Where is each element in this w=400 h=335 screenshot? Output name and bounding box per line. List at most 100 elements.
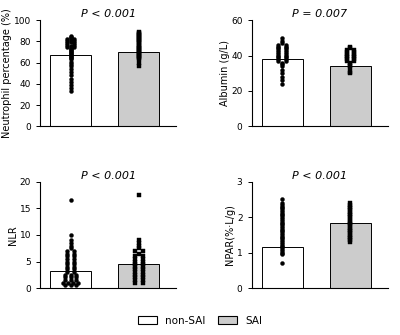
Point (136, 34, 142, 39)
Point (136, 29, 142, 35)
Point (275, 48, 282, 53)
Point (136, 50, 142, 56)
Point (71, 39, 78, 44)
Point (64, 248, 70, 254)
Point (279, 204, 286, 209)
Point (275, 55, 282, 60)
Point (279, 74, 286, 79)
Point (279, 35, 286, 41)
Point (351, 53, 358, 58)
Point (279, 67, 286, 72)
Point (68, 45, 74, 51)
Point (71, 256, 78, 262)
Point (64, 41, 70, 46)
Point (279, 247, 286, 252)
Point (140, 256, 146, 262)
Point (136, 30, 142, 36)
Point (283, 51, 289, 57)
Point (132, 269, 138, 275)
Point (68, 47, 74, 53)
Point (344, 51, 350, 57)
Point (351, 51, 358, 57)
Point (347, 230, 354, 236)
Point (347, 44, 354, 49)
Bar (330, 66, 371, 126)
Legend: non-SAI, SAI: non-SAI, SAI (134, 312, 266, 330)
Point (68, 243, 74, 248)
Point (64, 262, 70, 267)
Point (347, 214, 354, 220)
Point (279, 250, 286, 255)
Point (68, 61, 74, 66)
Bar (118, 52, 160, 126)
Point (351, 48, 358, 53)
Point (275, 51, 282, 57)
Point (64, 269, 70, 275)
Point (140, 267, 146, 272)
Point (68, 246, 74, 251)
Point (68, 66, 74, 72)
Point (71, 41, 78, 46)
Point (279, 209, 286, 214)
Bar (118, 264, 160, 288)
Point (68, 54, 74, 59)
Point (279, 218, 286, 223)
Point (279, 243, 286, 248)
Point (132, 267, 138, 272)
Bar (50, 55, 91, 126)
Point (279, 197, 286, 202)
Point (68, 85, 74, 91)
Point (68, 50, 74, 56)
Point (136, 42, 142, 47)
Point (71, 37, 78, 42)
Point (71, 254, 78, 259)
Point (64, 251, 70, 256)
Point (140, 254, 146, 259)
Point (136, 44, 142, 49)
Point (344, 48, 350, 53)
Point (136, 43, 142, 48)
Point (279, 202, 286, 207)
Point (275, 58, 282, 64)
Point (344, 58, 350, 64)
Point (73, 277, 80, 283)
Y-axis label: NLR: NLR (8, 225, 18, 245)
Point (136, 46, 142, 52)
Point (71, 262, 78, 267)
Point (347, 65, 354, 71)
Point (279, 62, 286, 67)
Point (279, 252, 286, 257)
Point (136, 47, 142, 53)
Point (64, 259, 70, 264)
Point (68, 40, 74, 45)
Point (344, 49, 350, 55)
Point (347, 202, 354, 207)
Point (68, 275, 74, 280)
Point (279, 222, 286, 227)
Point (64, 39, 70, 44)
Point (279, 230, 286, 236)
Point (136, 32, 142, 38)
Point (136, 192, 142, 198)
Point (279, 248, 286, 254)
Point (136, 243, 142, 248)
Point (68, 52, 74, 57)
Point (351, 49, 358, 55)
Point (60, 280, 66, 285)
Point (68, 35, 74, 40)
Point (347, 227, 354, 232)
Point (64, 254, 70, 259)
Point (136, 63, 142, 69)
Point (136, 56, 142, 61)
Title: P = 0.007: P = 0.007 (292, 9, 347, 19)
Point (64, 42, 70, 47)
Point (283, 58, 289, 64)
Point (275, 49, 282, 55)
Point (283, 53, 289, 58)
Point (68, 34, 74, 39)
Point (275, 56, 282, 62)
Point (136, 60, 142, 65)
Point (275, 53, 282, 58)
Point (347, 229, 354, 234)
Point (279, 200, 286, 206)
